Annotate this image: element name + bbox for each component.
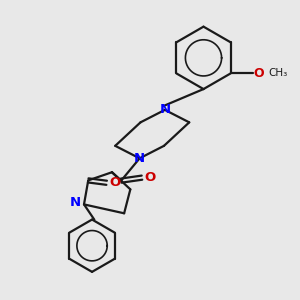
- Text: O: O: [109, 176, 120, 189]
- Text: O: O: [144, 171, 156, 184]
- Text: N: N: [69, 196, 80, 209]
- Text: O: O: [254, 67, 264, 80]
- Text: N: N: [134, 152, 145, 165]
- Text: CH₃: CH₃: [268, 68, 287, 79]
- Text: N: N: [159, 103, 170, 116]
